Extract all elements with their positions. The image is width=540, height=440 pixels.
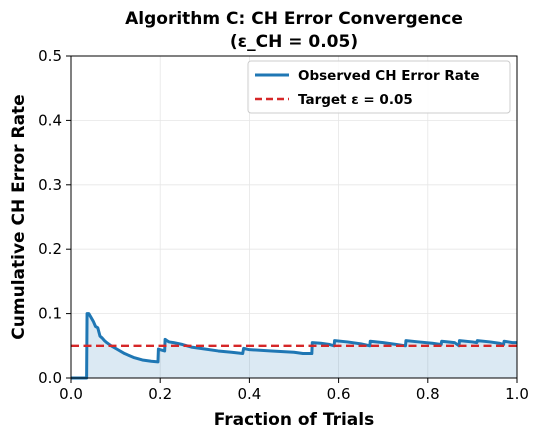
legend: Observed CH Error Rate Target ε = 0.05 bbox=[247, 60, 511, 114]
x-tick-label: 0.0 bbox=[59, 385, 83, 403]
chart-subtitle: (ε_CH = 0.05) bbox=[230, 32, 358, 52]
y-axis-label: Cumulative CH Error Rate bbox=[9, 94, 29, 339]
plot-frame bbox=[70, 55, 518, 379]
legend-label-observed: Observed CH Error Rate bbox=[298, 68, 480, 84]
x-tick-label: 0.8 bbox=[416, 385, 440, 403]
y-tick-label: 0.4 bbox=[38, 111, 62, 129]
y-tick-label: 0.5 bbox=[38, 47, 62, 65]
legend-label-target: Target ε = 0.05 bbox=[298, 92, 413, 108]
legend-box bbox=[247, 60, 511, 114]
x-tick-label: 0.6 bbox=[327, 385, 351, 403]
y-tick-label: 0.1 bbox=[38, 305, 62, 323]
y-tick-label: 0.2 bbox=[38, 240, 62, 258]
series-area-fill bbox=[71, 313, 517, 378]
x-axis-label: Fraction of Trials bbox=[214, 410, 374, 430]
y-tick-label: 0.3 bbox=[38, 176, 62, 194]
x-tick-label: 0.2 bbox=[148, 385, 172, 403]
chart-title: Algorithm C: CH Error Convergence bbox=[125, 9, 463, 29]
x-ticks: 0.0 0.2 0.4 0.6 0.8 1.0 bbox=[59, 378, 529, 403]
x-tick-label: 0.4 bbox=[237, 385, 261, 403]
area-fill-layer bbox=[71, 313, 517, 378]
x-tick-label: 1.0 bbox=[505, 385, 529, 403]
observed-series-line bbox=[71, 312, 517, 380]
series-layer bbox=[71, 312, 517, 380]
y-ticks: 0.0 0.1 0.2 0.3 0.4 0.5 bbox=[38, 47, 71, 387]
y-tick-label: 0.0 bbox=[38, 369, 62, 387]
